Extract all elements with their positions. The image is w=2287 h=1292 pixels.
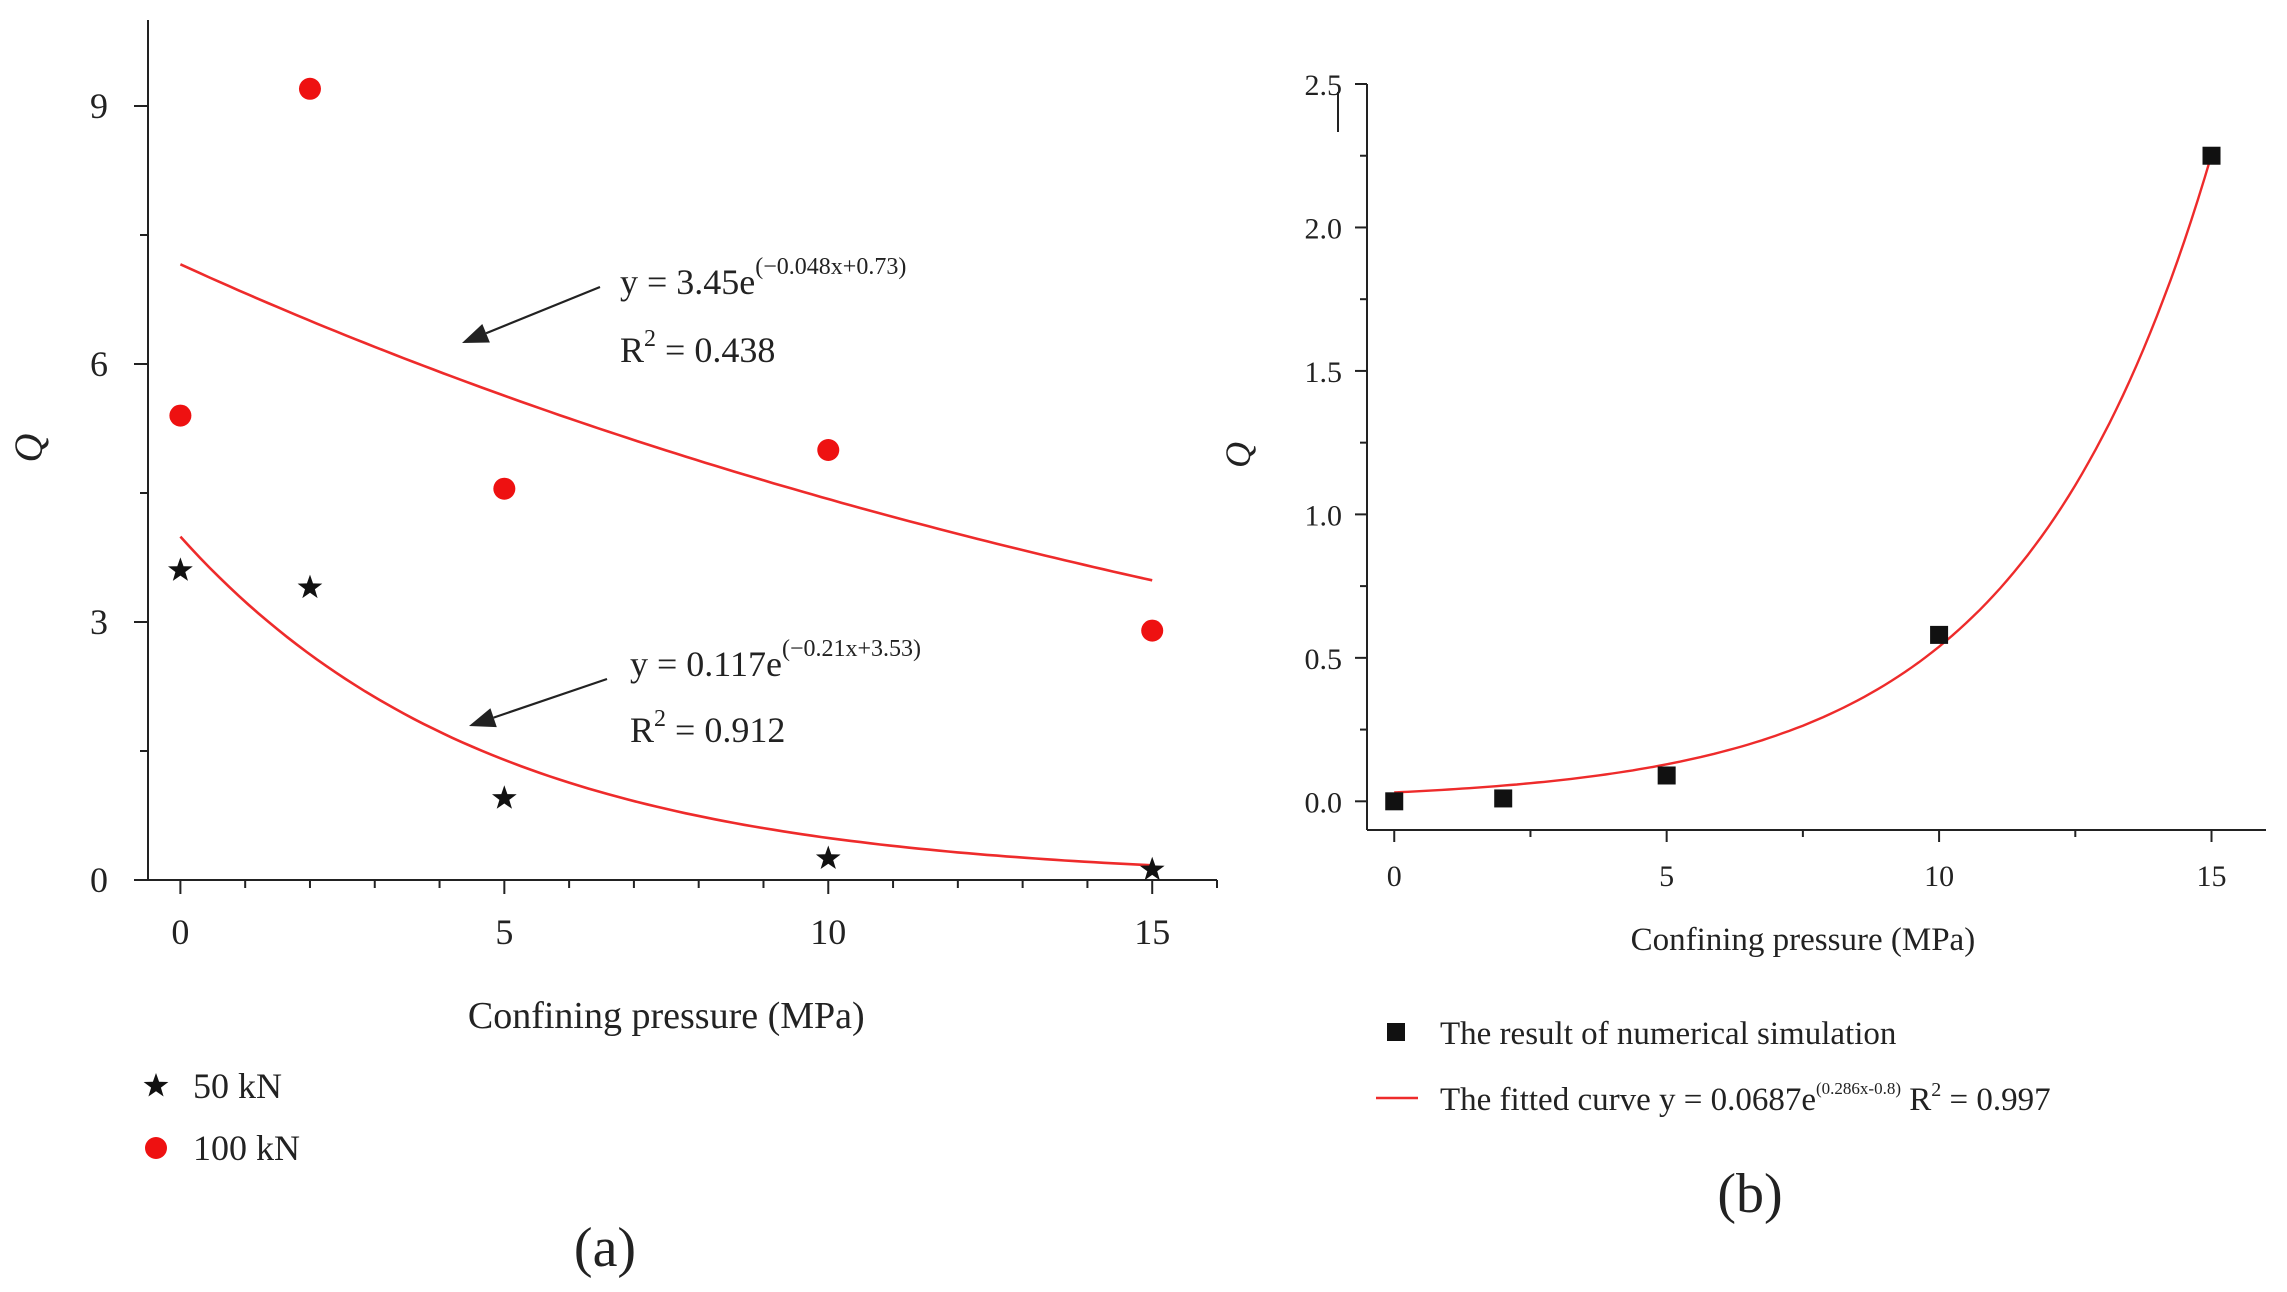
fit-r2-100kN: R2 = 0.438 — [620, 326, 775, 370]
x-axis-label: Confining pressure (MPa) — [468, 995, 865, 1037]
fit-equation-50kN: y = 0.117e(−0.21x+3.53) — [630, 636, 921, 684]
y-tick-label: 3 — [90, 602, 108, 642]
fit-r2-50kN: R2 = 0.912 — [630, 706, 785, 750]
point-simulation — [2202, 146, 2221, 165]
y-tick-label: 1.5 — [1305, 356, 1343, 389]
arrow-100kN-shaft — [485, 285, 601, 335]
fit-curve-50-kn — [179, 535, 1153, 867]
point-simulation — [1930, 625, 1949, 644]
x-tick-label: 10 — [810, 912, 846, 952]
x-tick-label: 15 — [1134, 912, 1170, 952]
y-tick-label: 0.5 — [1305, 643, 1343, 676]
x-axis-label: Confining pressure (MPa) — [1631, 922, 1976, 958]
y-axis-label: Q — [6, 433, 51, 462]
y-tick-label: 1.0 — [1305, 499, 1343, 532]
legend-label-50kN: 50 kN — [193, 1066, 282, 1106]
point-50kN — [168, 557, 193, 581]
legend-square-icon — [1387, 1023, 1405, 1041]
panel-b-chart: 0 5 10 15 0.0 0.5 1.0 1.5 2.0 2.5 Confining pressu… — [1218, 69, 2266, 1225]
point-100kN — [169, 404, 192, 427]
legend-star-icon — [143, 1073, 169, 1097]
x-tick-label: 5 — [1659, 860, 1674, 893]
arrow-100kN-head — [462, 324, 490, 343]
point-100kN — [817, 439, 840, 461]
legend-circle-icon — [145, 1137, 167, 1159]
point-50kN — [492, 785, 517, 809]
fit-curve-100-kn — [179, 263, 1153, 582]
point-simulation — [1657, 766, 1676, 785]
y-tick-label: 6 — [90, 344, 108, 384]
legend-label-100kN: 100 kN — [193, 1128, 300, 1168]
point-50kN — [1139, 856, 1165, 881]
x-tick-label: 0 — [1387, 860, 1402, 893]
point-100kN — [493, 477, 516, 500]
panel-a-chart: 0 5 10 15 0 3 6 9 Confining pressure (MPa) Qy = 3… — [6, 20, 1218, 1279]
y-axis-label: Q — [1218, 442, 1258, 468]
arrow-50kN-head — [469, 708, 497, 728]
x-tick-label: 10 — [1924, 860, 1954, 893]
point-100kN — [1141, 619, 1164, 642]
x-tick-label: 0 — [171, 912, 189, 952]
y-tick-label: 0.0 — [1305, 786, 1343, 819]
legend-label-fitted-curve: The fitted curve y = 0.0687e(0.286x-0.8)… — [1440, 1079, 2051, 1118]
point-50kN — [815, 845, 841, 869]
x-tick-label: 5 — [495, 912, 513, 952]
y-tick-label: 2.0 — [1305, 212, 1343, 245]
point-50kN — [297, 574, 323, 599]
y-tick-label: 0 — [90, 860, 108, 900]
panel-label-a: (a) — [574, 1217, 636, 1279]
arrow-50kN-shaft — [493, 677, 608, 719]
point-simulation — [1385, 792, 1404, 811]
legend-label-simulation: The result of numerical simulation — [1440, 1016, 1896, 1052]
fit-equation-100kN: y = 3.45e(−0.048x+0.73) — [620, 254, 906, 302]
y-tick-label: 9 — [90, 86, 108, 126]
fit-curve — [1394, 154, 2213, 794]
panel-label-b: (b) — [1717, 1163, 1782, 1225]
point-100kN — [298, 77, 321, 100]
point-simulation — [1494, 789, 1513, 808]
y-tick-label: 2.5 — [1305, 69, 1343, 102]
x-tick-label: 15 — [2197, 860, 2227, 893]
